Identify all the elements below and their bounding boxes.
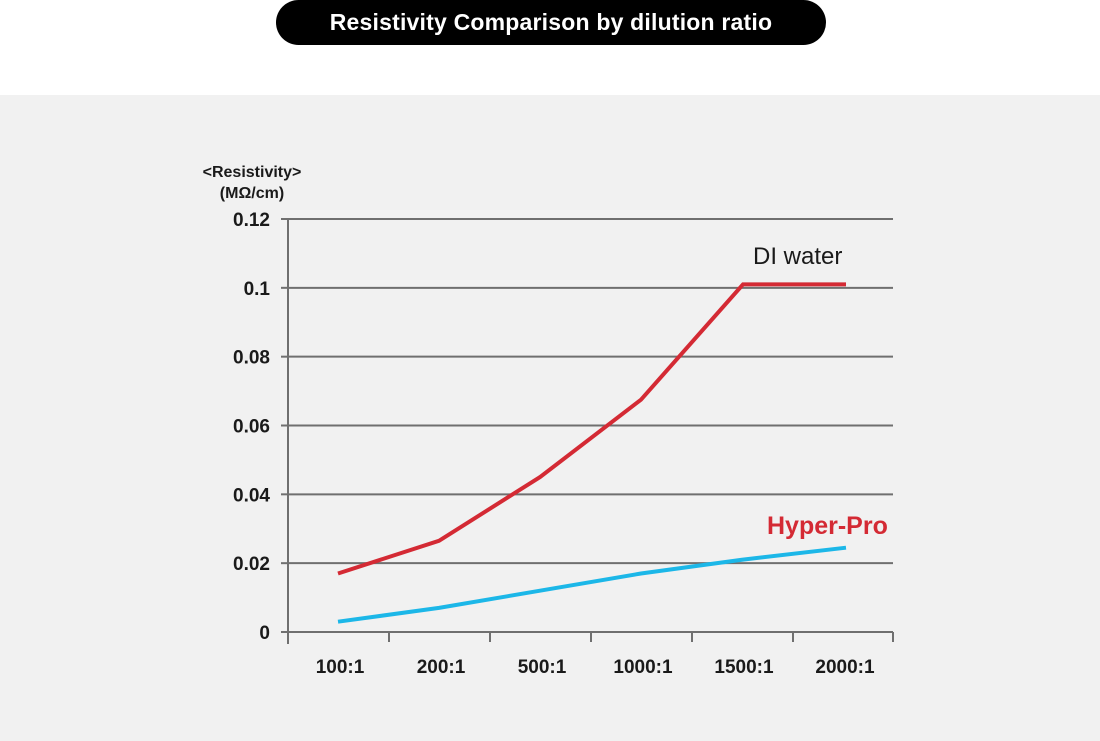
grid-lines [288, 218, 893, 565]
x-tick-label: 1500:1 [714, 657, 774, 678]
x-tick-label: 1000:1 [613, 657, 673, 678]
y-tick-label: 0.12 [233, 210, 270, 231]
x-tick-label: 500:1 [518, 657, 567, 678]
di-water-label: DI water [753, 243, 842, 270]
x-tick-label: 100:1 [316, 657, 365, 678]
y-tick-label: 0.02 [233, 554, 270, 575]
y-axis-unit: (MΩ/cm) [220, 185, 284, 202]
axes: 0 0.02 0.04 0.06 0.08 0.1 0.12 100:1 200:1 500:1 1… [233, 210, 894, 678]
hyper-pro-label: Hyper-Pro [767, 512, 888, 540]
chart-title: Resistivity Comparison by dilution ratio [276, 0, 826, 45]
x-tick-label: 2000:1 [815, 657, 875, 678]
series-lines [337, 282, 847, 624]
hyper-pro-line [337, 545, 847, 624]
y-axis-title: <Resistivity> [203, 164, 302, 181]
labels: <Resistivity> (MΩ/cm) DI water Hyper-Pro [203, 164, 888, 540]
chart-background [0, 95, 1100, 741]
y-tick-label: 0 [259, 623, 270, 644]
y-tick-label: 0.1 [244, 279, 271, 300]
y-tick-label: 0.06 [233, 417, 270, 438]
chart-panel: 0 0.02 0.04 0.06 0.08 0.1 0.12 100:1 200:1 500:1 1… [0, 95, 1100, 741]
y-tick-label: 0.08 [233, 348, 270, 369]
y-tick-label: 0.04 [233, 485, 270, 506]
di-water-line [337, 282, 846, 576]
x-tick-label: 200:1 [417, 657, 466, 678]
resistivity-line-chart: 0 0.02 0.04 0.06 0.08 0.1 0.12 100:1 200:1 500:1 1… [0, 95, 1100, 741]
